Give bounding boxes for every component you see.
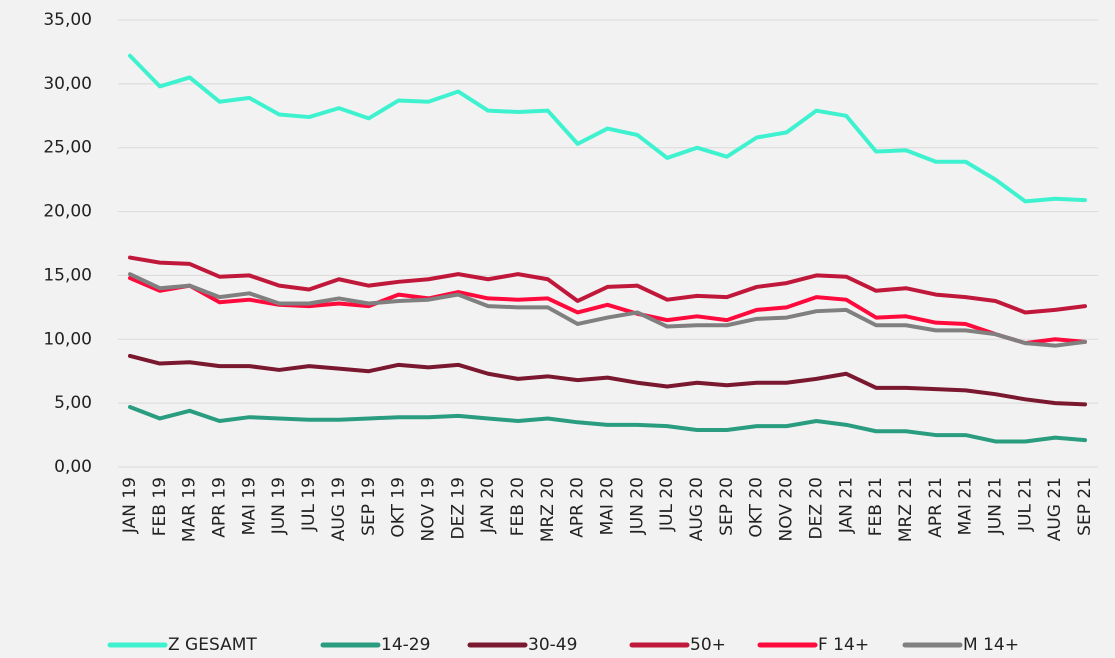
x-tick-label: DEZ 20 <box>806 477 826 540</box>
x-tick-label: NOV 20 <box>777 477 797 541</box>
series-line <box>128 404 1087 444</box>
x-tick-label: OKT 19 <box>389 477 409 538</box>
x-tick-label: AUG 20 <box>687 477 707 541</box>
legend-label: M 14+ <box>963 635 1019 655</box>
series-line <box>128 353 1087 407</box>
x-tick-label: APR 20 <box>568 477 588 538</box>
x-tick-label: MRZ 20 <box>538 477 558 542</box>
x-tick-label: MAI 21 <box>956 477 976 535</box>
x-tick-label: DEZ 19 <box>448 477 468 540</box>
x-tick-label: JUL 21 <box>1015 477 1035 532</box>
y-tick-label: 0,00 <box>54 457 92 477</box>
x-tick-label: MRZ 21 <box>896 477 916 542</box>
x-tick-label: MAI 19 <box>239 477 259 535</box>
legend-label: 50+ <box>690 635 726 655</box>
x-tick-label: AUG 19 <box>329 477 349 541</box>
x-tick-label: FEB 20 <box>508 477 528 536</box>
x-tick-label: JUL 19 <box>299 477 319 532</box>
x-tick-label: JAN 21 <box>836 477 856 534</box>
x-tick-label: MAI 20 <box>598 477 618 535</box>
x-tick-label: FEB 19 <box>150 477 170 536</box>
legend-label: F 14+ <box>818 635 869 655</box>
x-tick-label: SEP 21 <box>1075 477 1095 536</box>
x-tick-label: JUL 20 <box>657 477 677 532</box>
y-tick-label: 10,00 <box>43 329 92 349</box>
y-tick-label: 5,00 <box>54 393 92 413</box>
legend-label: 14-29 <box>381 635 430 655</box>
x-tick-label: NOV 19 <box>418 477 438 541</box>
x-tick-label: SEP 20 <box>717 477 737 536</box>
legend-label: Z GESAMT <box>168 635 257 655</box>
x-tick-label: OKT 20 <box>747 477 767 538</box>
x-tick-label: MAR 19 <box>180 477 200 542</box>
x-tick-label: JAN 20 <box>478 477 498 534</box>
x-tick-label: AUG 21 <box>1045 477 1065 541</box>
legend-label: 30-49 <box>528 635 577 655</box>
x-tick-label: JAN 19 <box>120 477 140 534</box>
y-tick-label: 35,00 <box>43 10 92 30</box>
y-tick-label: 20,00 <box>43 202 92 222</box>
y-tick-label: 25,00 <box>43 138 92 158</box>
series-line <box>128 255 1087 315</box>
series-line <box>128 272 1087 348</box>
series-line <box>128 53 1087 204</box>
x-tick-label: FEB 21 <box>866 477 886 536</box>
x-tick-label: JUN 20 <box>627 477 647 535</box>
x-tick-label: APR 19 <box>210 477 230 538</box>
y-tick-label: 15,00 <box>43 265 92 285</box>
x-tick-label: JUN 19 <box>269 477 289 535</box>
y-tick-label: 30,00 <box>43 74 92 94</box>
x-tick-label: JUN 21 <box>985 477 1005 535</box>
x-tick-label: SEP 19 <box>359 477 379 536</box>
x-tick-label: APR 21 <box>926 477 946 538</box>
